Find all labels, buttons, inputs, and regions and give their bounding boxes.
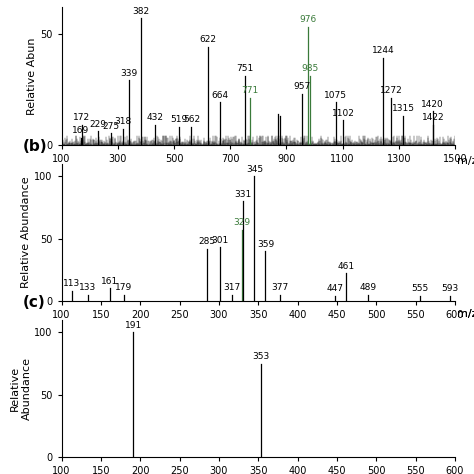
Text: 1422: 1422 bbox=[422, 113, 445, 122]
Text: 622: 622 bbox=[200, 36, 217, 45]
Text: 301: 301 bbox=[211, 236, 228, 245]
Text: 161: 161 bbox=[101, 277, 118, 286]
Text: 377: 377 bbox=[271, 283, 288, 292]
Y-axis label: Relative Abundance: Relative Abundance bbox=[21, 176, 31, 288]
Y-axis label: Relative
Abundance: Relative Abundance bbox=[10, 357, 31, 420]
Text: m/z: m/z bbox=[457, 155, 474, 165]
Text: 1075: 1075 bbox=[324, 91, 347, 100]
Text: 555: 555 bbox=[411, 284, 428, 293]
Text: 133: 133 bbox=[79, 283, 96, 292]
Text: 191: 191 bbox=[125, 321, 142, 330]
Text: 353: 353 bbox=[252, 352, 269, 361]
Text: 1244: 1244 bbox=[372, 46, 394, 55]
Text: 771: 771 bbox=[242, 86, 259, 95]
Text: 345: 345 bbox=[246, 164, 263, 173]
Text: 169: 169 bbox=[73, 126, 90, 135]
Text: 331: 331 bbox=[235, 190, 252, 199]
Text: 359: 359 bbox=[257, 239, 274, 248]
Text: m/z: m/z bbox=[457, 309, 474, 319]
Text: 318: 318 bbox=[114, 118, 131, 127]
Text: 593: 593 bbox=[441, 284, 458, 293]
Text: 957: 957 bbox=[294, 82, 311, 91]
Y-axis label: Relative Abun: Relative Abun bbox=[27, 37, 37, 115]
Text: 1102: 1102 bbox=[332, 109, 355, 118]
Text: 1420: 1420 bbox=[421, 100, 444, 109]
Text: 489: 489 bbox=[359, 283, 376, 292]
Text: (b): (b) bbox=[22, 139, 47, 154]
Text: 1315: 1315 bbox=[392, 104, 415, 113]
Text: 179: 179 bbox=[115, 283, 132, 292]
Text: m/z: m/z bbox=[457, 309, 474, 319]
Text: 976: 976 bbox=[299, 15, 317, 24]
Text: 229: 229 bbox=[90, 119, 106, 128]
Text: 339: 339 bbox=[120, 69, 137, 78]
Text: 461: 461 bbox=[337, 262, 354, 271]
Text: 664: 664 bbox=[211, 91, 228, 100]
Text: (c): (c) bbox=[22, 295, 45, 310]
Text: 382: 382 bbox=[132, 7, 149, 16]
Text: 562: 562 bbox=[183, 115, 200, 124]
Text: 985: 985 bbox=[301, 64, 319, 73]
Text: 113: 113 bbox=[63, 280, 81, 289]
Text: 329: 329 bbox=[233, 218, 250, 227]
Text: 172: 172 bbox=[73, 113, 91, 122]
Text: 519: 519 bbox=[171, 115, 188, 124]
Text: 317: 317 bbox=[224, 283, 241, 292]
Text: 285: 285 bbox=[199, 237, 216, 246]
Text: 751: 751 bbox=[236, 64, 253, 73]
Text: 432: 432 bbox=[146, 113, 164, 122]
Text: 275: 275 bbox=[102, 122, 119, 131]
Text: 447: 447 bbox=[326, 284, 343, 293]
Text: 1272: 1272 bbox=[380, 86, 402, 95]
